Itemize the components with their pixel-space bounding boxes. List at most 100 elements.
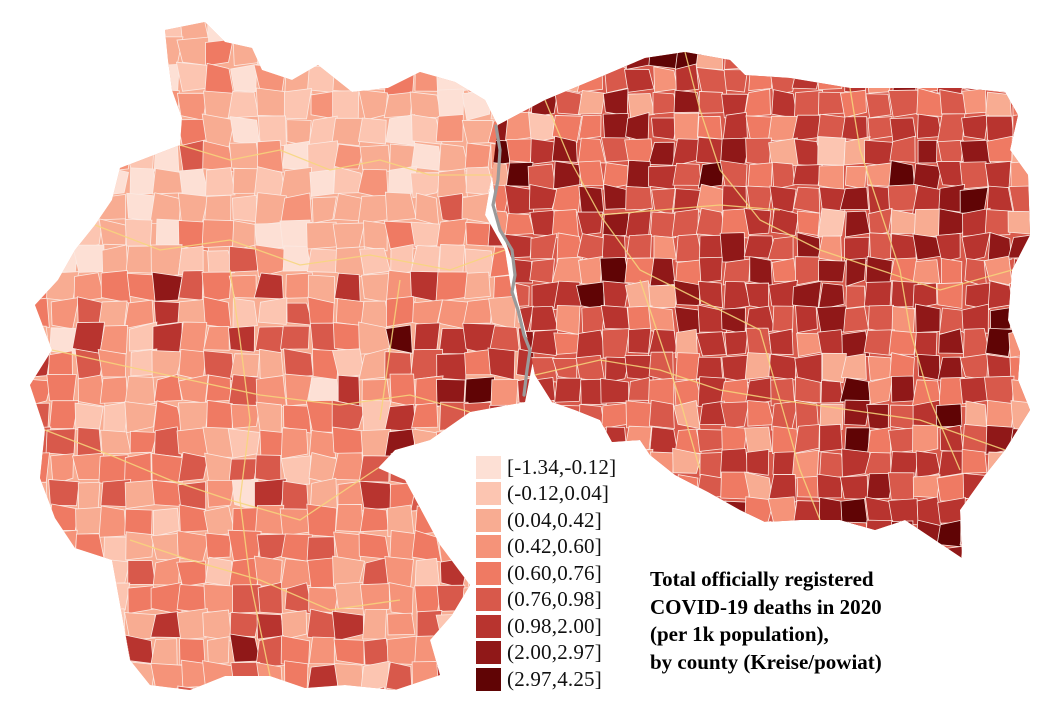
county-shape (73, 167, 103, 200)
county-shape (71, 610, 101, 638)
county-shape (867, 355, 893, 382)
county-shape (695, 500, 727, 523)
county-shape (985, 52, 1014, 68)
county-shape (47, 221, 76, 251)
county-shape (935, 52, 967, 71)
county-shape (439, 506, 466, 536)
state-border-line (639, 279, 701, 471)
county-shape (98, 608, 126, 639)
county-shape (555, 423, 583, 454)
county-shape (155, 218, 182, 247)
county-shape (30, 611, 49, 641)
county-shape (151, 271, 183, 302)
county-shape (255, 504, 285, 535)
county-shape (1037, 378, 1057, 403)
county-shape (627, 327, 652, 354)
county-shape (504, 213, 535, 236)
county-shape (795, 521, 819, 548)
county-shape (441, 22, 470, 40)
county-shape (384, 35, 414, 69)
county-shape (72, 139, 101, 174)
county-shape (46, 374, 77, 404)
county-shape (916, 113, 943, 139)
county-shape (232, 584, 262, 614)
county-shape (49, 503, 80, 531)
county-shape (503, 425, 534, 455)
legend-label: (0.04,0.42] (507, 507, 602, 532)
county-shape (581, 305, 606, 335)
county-shape (30, 246, 53, 277)
legend-label: [-1.34,-0.12] (507, 454, 617, 479)
county-shape (673, 400, 701, 430)
county-shape (257, 581, 283, 615)
county-shape (985, 495, 1015, 526)
county-shape (386, 22, 413, 43)
county-shape (48, 660, 78, 690)
county-shape (103, 143, 131, 173)
county-shape (912, 424, 939, 455)
county-shape (515, 425, 535, 457)
county-shape (357, 194, 389, 225)
county-shape (696, 473, 725, 499)
county-shape (280, 427, 309, 460)
county-shape (771, 89, 798, 119)
county-shape (768, 137, 799, 167)
county-shape (492, 427, 510, 451)
county-shape (794, 376, 821, 404)
county-shape (891, 305, 916, 336)
county-shape (889, 135, 916, 163)
county-shape (1011, 307, 1030, 335)
county-shape (650, 473, 675, 503)
county-shape (178, 270, 204, 301)
county-shape (103, 689, 131, 690)
county-shape (334, 272, 361, 303)
county-shape (30, 118, 51, 144)
county-shape (516, 35, 535, 68)
county-shape (1034, 400, 1057, 428)
county-shape (866, 403, 889, 431)
state-border-line (534, 359, 1006, 451)
county-shape (575, 428, 607, 450)
county-shape (308, 636, 335, 665)
county-shape (743, 208, 772, 236)
county-shape (254, 454, 282, 483)
county-shape (176, 608, 208, 640)
county-shape (127, 87, 156, 118)
county-shape (912, 474, 941, 499)
county-shape (178, 321, 208, 354)
county-shape (30, 297, 50, 329)
county-shape (175, 61, 210, 92)
county-shape (1009, 428, 1030, 453)
county-shape (307, 140, 339, 174)
county-shape (73, 634, 105, 668)
county-shape (577, 52, 607, 71)
county-shape (283, 87, 312, 120)
county-shape (841, 116, 868, 141)
county-shape (600, 377, 630, 404)
county-shape (102, 90, 131, 120)
legend-label: (0.60,0.76] (507, 560, 602, 585)
county-shape (959, 376, 989, 405)
county-shape (333, 638, 365, 666)
county-shape (818, 259, 846, 283)
legend-label: (0.98,2.00] (507, 613, 602, 638)
county-shape (51, 115, 78, 143)
county-shape (30, 452, 50, 485)
county-shape (492, 68, 510, 92)
county-shape (576, 66, 604, 93)
county-shape (578, 403, 606, 431)
legend-swatch (476, 455, 501, 479)
county-shape (436, 218, 468, 249)
county-shape (46, 556, 80, 588)
county-shape (553, 87, 582, 116)
county-shape (487, 38, 519, 68)
county-shape (435, 114, 464, 143)
county-shape (962, 88, 987, 115)
county-shape (387, 612, 416, 636)
county-shape (1012, 112, 1030, 139)
county-shape (281, 480, 309, 510)
county-shape (363, 220, 388, 252)
county-shape (253, 555, 283, 588)
county-shape (149, 88, 180, 122)
county-shape (98, 325, 129, 356)
